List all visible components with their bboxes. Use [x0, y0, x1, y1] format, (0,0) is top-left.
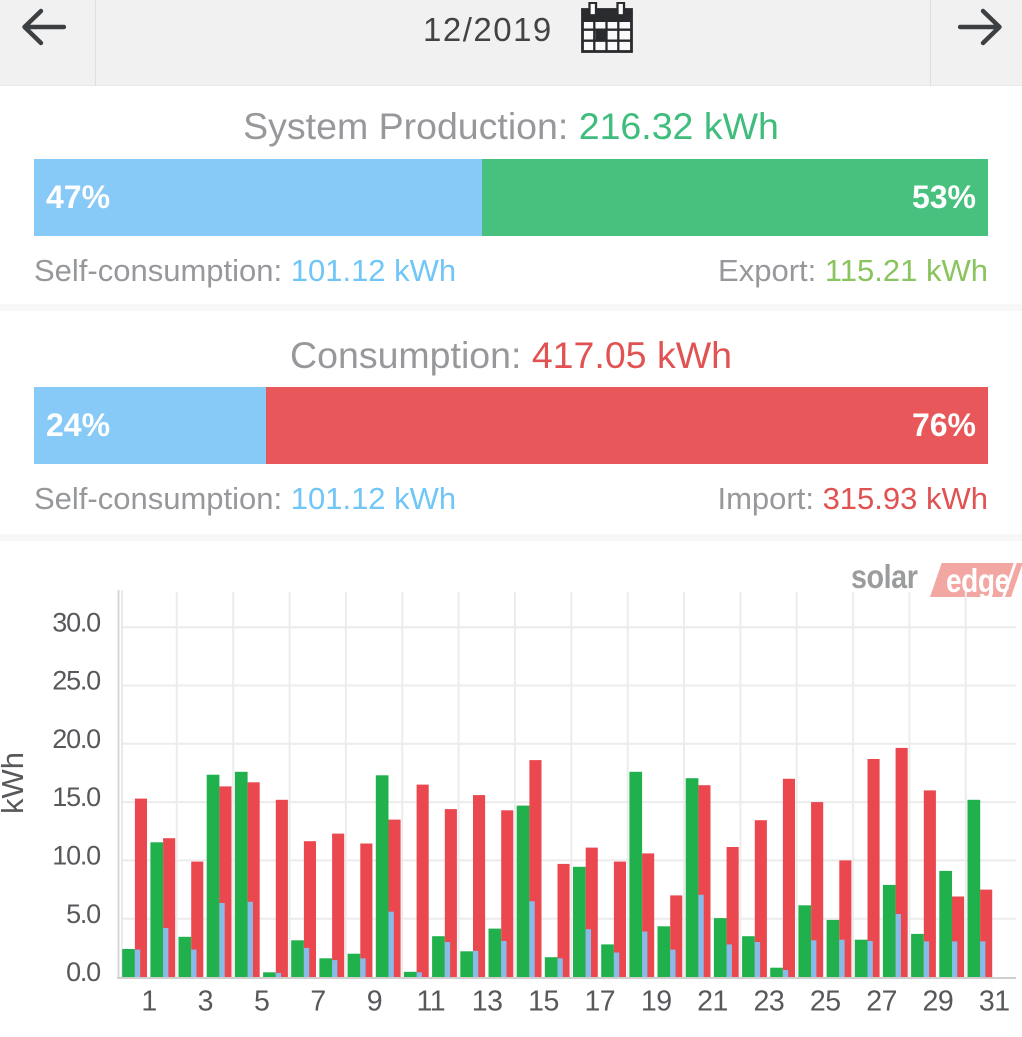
svg-text:10.0: 10.0: [52, 841, 100, 871]
svg-text:5.0: 5.0: [66, 899, 100, 929]
svg-text:21: 21: [697, 986, 728, 1018]
svg-text:17: 17: [584, 986, 615, 1018]
svg-text:9: 9: [367, 986, 382, 1018]
svg-text:15.0: 15.0: [52, 782, 100, 812]
svg-text:7: 7: [310, 986, 325, 1018]
svg-text:11: 11: [417, 986, 446, 1018]
svg-text:15: 15: [528, 986, 559, 1018]
svg-text:30.0: 30.0: [52, 607, 100, 637]
svg-text:20.0: 20.0: [52, 724, 100, 754]
svg-text:25.0: 25.0: [52, 666, 100, 696]
svg-text:29: 29: [923, 986, 954, 1018]
svg-text:27: 27: [866, 986, 897, 1018]
svg-text:5: 5: [254, 986, 269, 1018]
svg-text:19: 19: [641, 986, 672, 1018]
svg-text:1: 1: [141, 986, 156, 1018]
svg-text:13: 13: [472, 986, 503, 1018]
svg-text:23: 23: [754, 986, 785, 1018]
svg-text:31: 31: [979, 986, 1010, 1018]
svg-text:3: 3: [198, 986, 213, 1018]
svg-text:kWh: kWh: [0, 752, 30, 814]
svg-text:0.0: 0.0: [66, 957, 100, 987]
svg-text:25: 25: [810, 986, 841, 1018]
